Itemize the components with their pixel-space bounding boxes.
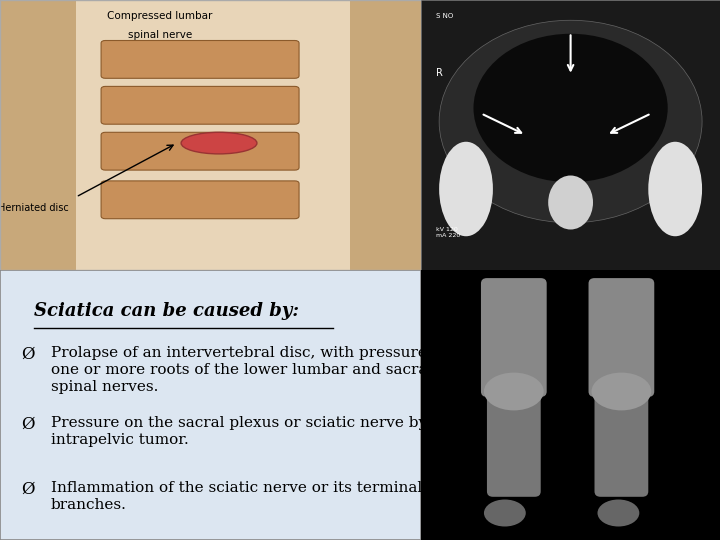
FancyBboxPatch shape: [421, 0, 720, 270]
Ellipse shape: [598, 500, 639, 526]
Ellipse shape: [592, 373, 652, 410]
Ellipse shape: [548, 176, 593, 230]
Text: Pressure on the sacral plexus or sciatic nerve by an
intrapelvic tumor.: Pressure on the sacral plexus or sciatic…: [50, 416, 451, 447]
Ellipse shape: [484, 373, 544, 410]
Ellipse shape: [474, 33, 667, 183]
Text: Compressed lumbar: Compressed lumbar: [107, 11, 212, 21]
FancyBboxPatch shape: [595, 383, 648, 497]
Text: Sciatica can be caused by:: Sciatica can be caused by:: [34, 302, 299, 320]
FancyBboxPatch shape: [588, 278, 654, 397]
FancyBboxPatch shape: [101, 132, 299, 170]
FancyBboxPatch shape: [0, 270, 421, 540]
FancyBboxPatch shape: [481, 278, 546, 397]
Ellipse shape: [439, 141, 493, 237]
Ellipse shape: [181, 132, 257, 154]
Text: Ø: Ø: [21, 416, 35, 433]
FancyBboxPatch shape: [76, 0, 350, 270]
FancyBboxPatch shape: [487, 383, 541, 497]
Text: S NO: S NO: [436, 14, 454, 19]
Text: R: R: [436, 68, 443, 78]
FancyBboxPatch shape: [421, 270, 720, 540]
Text: Prolapse of an intervertebral disc, with pressure on
one or more roots of the lo: Prolapse of an intervertebral disc, with…: [50, 346, 450, 394]
Text: kV 120
mA 220: kV 120 mA 220: [436, 227, 460, 238]
Text: Herniated disc: Herniated disc: [0, 202, 69, 213]
Ellipse shape: [439, 20, 702, 222]
FancyBboxPatch shape: [101, 86, 299, 124]
FancyBboxPatch shape: [101, 40, 299, 78]
Text: spinal nerve: spinal nerve: [128, 30, 192, 40]
Ellipse shape: [484, 500, 526, 526]
FancyBboxPatch shape: [0, 0, 421, 270]
Text: Ø: Ø: [21, 346, 35, 362]
Ellipse shape: [648, 141, 702, 237]
Text: Inflammation of the sciatic nerve or its terminal
branches.: Inflammation of the sciatic nerve or its…: [50, 481, 422, 512]
Text: Ø: Ø: [21, 481, 35, 497]
FancyBboxPatch shape: [101, 181, 299, 219]
